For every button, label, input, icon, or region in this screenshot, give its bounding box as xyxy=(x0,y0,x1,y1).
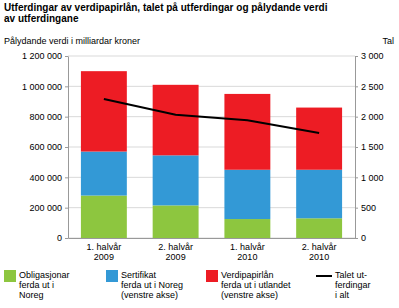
bar xyxy=(153,85,199,156)
bar-series xyxy=(81,71,342,170)
bar xyxy=(296,218,342,238)
tick-mark xyxy=(355,86,358,87)
bar xyxy=(81,71,127,151)
grid xyxy=(68,56,355,238)
tick-label: 1. halvår2009 xyxy=(87,242,122,262)
bar xyxy=(81,152,127,196)
tick: 1 200 000 xyxy=(22,51,68,61)
bar xyxy=(224,219,270,238)
axis-line xyxy=(68,57,69,239)
tick: 600 000 xyxy=(29,142,68,152)
tick: 2. halvår2009 xyxy=(158,238,193,262)
tick: 2. halvår2010 xyxy=(302,238,337,262)
bar xyxy=(224,170,270,219)
tick: 2 000 xyxy=(355,112,384,122)
tick-mark xyxy=(355,208,358,209)
bar xyxy=(296,108,342,170)
legend-swatch xyxy=(316,275,332,277)
y-axis-title: Pålydande verdi i milliardar kroner xyxy=(4,36,140,46)
legend-label: Verdipapirlånferda ut i utlandet(venstre… xyxy=(221,270,291,300)
tick-mark xyxy=(65,117,68,118)
line xyxy=(104,99,319,133)
legend-swatch xyxy=(206,270,218,282)
legend-swatch xyxy=(4,270,16,282)
tick-label: 2. halvår2009 xyxy=(158,242,193,262)
tick-label: 2 000 xyxy=(361,112,384,122)
tick-mark xyxy=(65,238,68,239)
y2-axis-title: Tal xyxy=(382,36,394,46)
chart: Utferdingar av verdipapirlån, talet på u… xyxy=(0,0,399,308)
tick-label: 200 000 xyxy=(29,203,62,213)
y-axis: 0 200 000 400 000 600 000 800 000 1 000 000 1 … xyxy=(22,51,69,243)
tick: 1 000 000 xyxy=(22,82,68,92)
tick-label: 400 000 xyxy=(29,173,62,183)
tick: 1. halvår2009 xyxy=(87,238,122,262)
tick-mark xyxy=(65,208,68,209)
y2-axis: 0 500 1 000 1 500 2 000 2 500 3 000 xyxy=(355,51,384,243)
tick: 3 000 xyxy=(355,51,384,61)
tick-mark xyxy=(65,177,68,178)
x-axis: 1. halvår2009 2. halvår2009 1. halvår2010 2… xyxy=(69,238,356,262)
tick-mark xyxy=(65,147,68,148)
tick-mark xyxy=(355,177,358,178)
bar xyxy=(224,94,270,170)
tick-label: 500 xyxy=(361,203,376,213)
tick: 1 500 xyxy=(355,142,384,152)
tick-label: 3 000 xyxy=(361,51,384,61)
tick-label: 1. halvår2010 xyxy=(230,242,265,262)
tick: 1 000 xyxy=(355,173,384,183)
legend-label: Sertifikatferda ut i Noreg(venstre akse) xyxy=(121,270,183,300)
tick-mark xyxy=(355,147,358,148)
title: Utferdingar av verdipapirlån, talet på u… xyxy=(4,2,328,24)
tick: 2 500 xyxy=(355,82,384,92)
tick-label: 600 000 xyxy=(29,142,62,152)
tick-label: 0 xyxy=(57,233,62,243)
bar xyxy=(296,170,342,219)
tick-label: 2 500 xyxy=(361,82,384,92)
axis-line xyxy=(69,238,356,239)
tick-label: 800 000 xyxy=(29,112,62,122)
bar xyxy=(153,155,199,205)
bar xyxy=(81,196,127,238)
tick: 500 xyxy=(355,203,376,213)
tick-label: 1 000 xyxy=(361,173,384,183)
tick: 0 xyxy=(355,233,366,243)
tick-label: 1 500 xyxy=(361,142,384,152)
legend: Obligasjonarferda ut iNoreg Sertifikatfer… xyxy=(4,270,371,300)
tick: 0 xyxy=(57,233,68,243)
bar xyxy=(153,205,199,238)
tick-mark xyxy=(65,86,68,87)
legend-label: Obligasjonarferda ut iNoreg xyxy=(19,270,70,300)
tick-label: 1 200 000 xyxy=(22,51,62,61)
legend-swatch xyxy=(106,270,118,282)
legend-label: Talet ut-ferdingari alt xyxy=(335,270,371,300)
tick-mark xyxy=(355,117,358,118)
tick-mark xyxy=(65,56,68,57)
plot-area xyxy=(81,71,342,238)
tick-label: 1 000 000 xyxy=(22,82,62,92)
tick: 800 000 xyxy=(29,112,68,122)
tick-label: 2. halvår2010 xyxy=(302,242,337,262)
tick: 1. halvår2010 xyxy=(230,238,265,262)
tick: 200 000 xyxy=(29,203,68,213)
tick-mark xyxy=(355,56,358,57)
grid-line xyxy=(68,56,355,57)
tick-label: 0 xyxy=(361,233,366,243)
tick: 400 000 xyxy=(29,173,68,183)
